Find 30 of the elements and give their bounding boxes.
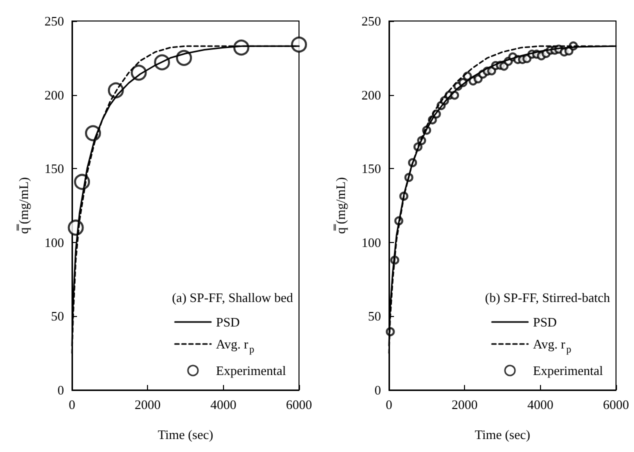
y-tick-label: 100: [44, 234, 64, 250]
y-tick-label: 250: [362, 14, 381, 28]
legend-label: PSD: [216, 314, 240, 330]
legend-label: Experimental: [532, 363, 604, 378]
x-axis-title: Time (sec): [474, 427, 530, 442]
y-tick-label: 0: [58, 382, 64, 398]
x-tick-label: 0: [68, 397, 76, 412]
x-tick-label: 6000: [603, 397, 629, 412]
y-axis-title: q̿ (mg/mL): [16, 177, 31, 234]
y-tick-label: 150: [44, 161, 64, 176]
legend-label: Experimental: [216, 363, 286, 378]
legend-title: (a) SP-FF, Shallow bed: [172, 290, 294, 305]
x-tick-label: 4000: [210, 397, 236, 412]
y-tick-label: 100: [362, 234, 381, 250]
y-tick-label: 200: [362, 87, 381, 102]
x-tick-label: 2000: [452, 397, 478, 412]
y-tick-label: 50: [368, 308, 381, 324]
y-tick-label: 200: [44, 87, 64, 102]
legend-title: (b) SP-FF, Stirred-batch: [485, 290, 610, 305]
y-tick-label: 0: [374, 382, 381, 398]
x-tick-label: 0: [386, 397, 392, 412]
x-tick-label: 2000: [134, 397, 161, 412]
legend-label: PSD: [532, 314, 557, 330]
y-axis-title: q̿ (mg/mL): [333, 177, 348, 234]
x-tick-label: 6000: [286, 397, 312, 412]
x-axis-title: Time (sec): [158, 427, 214, 442]
y-tick-label: 250: [44, 14, 64, 28]
y-tick-label: 50: [51, 308, 64, 324]
x-tick-label: 4000: [527, 397, 554, 412]
y-tick-label: 150: [362, 161, 381, 176]
